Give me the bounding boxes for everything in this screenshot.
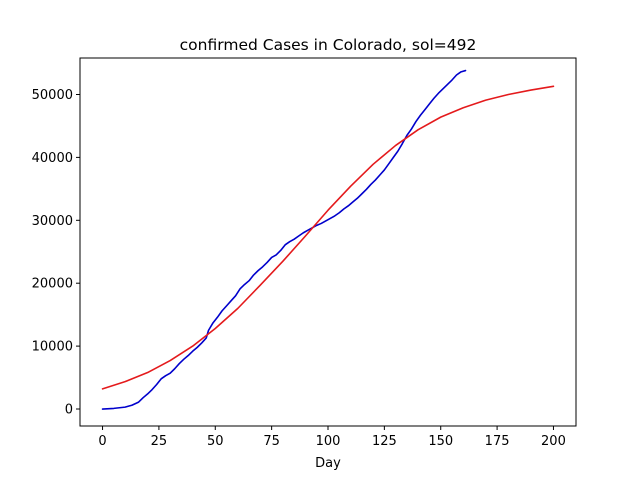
x-tick-label: 100 bbox=[316, 434, 341, 449]
x-tick-label: 75 bbox=[263, 434, 280, 449]
y-tick-label: 30000 bbox=[32, 214, 73, 229]
y-tick-label: 20000 bbox=[32, 277, 73, 292]
series-layer bbox=[101, 69, 555, 410]
x-tick-label: 200 bbox=[541, 434, 566, 449]
axes-layer: 0 25 50 75 100 125 150 175 200 0 10000 20000 30000 40… bbox=[32, 57, 577, 449]
y-tick-label: 40000 bbox=[32, 151, 73, 166]
x-tick-label: 0 bbox=[98, 434, 106, 449]
x-tick-label: 125 bbox=[372, 434, 397, 449]
x-tick-label: 150 bbox=[428, 434, 453, 449]
x-tick-label: 175 bbox=[485, 434, 510, 449]
x-tick-label: 50 bbox=[207, 434, 224, 449]
x-axis-label: Day bbox=[315, 456, 341, 471]
series-line-2 bbox=[101, 85, 555, 390]
series-line-1 bbox=[101, 69, 467, 410]
x-tick-label: 25 bbox=[151, 434, 168, 449]
y-tick-label: 0 bbox=[65, 403, 73, 418]
y-tick-label: 50000 bbox=[32, 88, 73, 103]
y-tick-label: 10000 bbox=[32, 340, 73, 355]
chart-title: confirmed Cases in Colorado, sol=492 bbox=[180, 36, 477, 54]
